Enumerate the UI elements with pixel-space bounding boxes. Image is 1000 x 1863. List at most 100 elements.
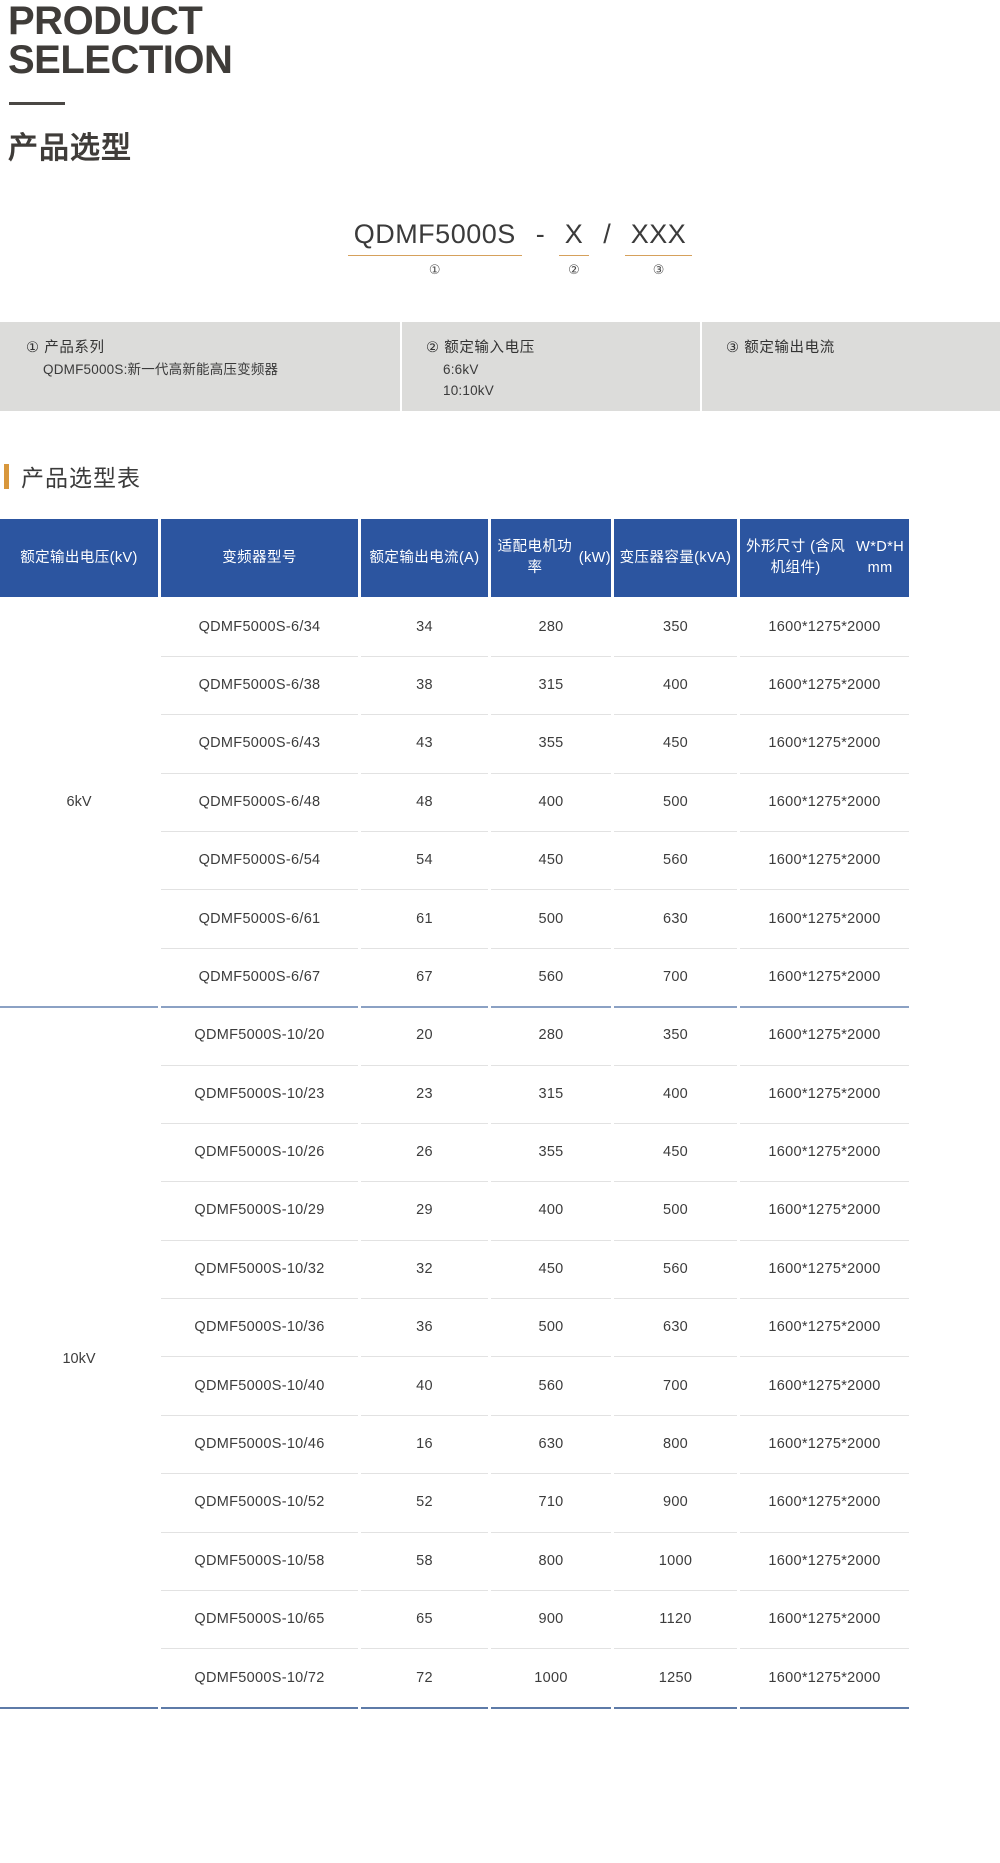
table-cell: QDMF5000S-10/46 — [161, 1414, 358, 1473]
table-cell: 1600*1275*2000 — [740, 714, 909, 772]
table-cell: 700 — [614, 947, 737, 1006]
table-cell: 400 — [614, 655, 737, 714]
legend-title-1: ① 产品系列 — [26, 340, 105, 357]
table-header-cell-0-line-1: (kV) — [109, 549, 138, 566]
legend-box-rated-output-current: ③ 额定输出电流 — [700, 322, 1000, 412]
table-cell: 52 — [361, 1473, 488, 1531]
table-cell: QDMF5000S-10/52 — [161, 1473, 358, 1531]
table-cell-voltage-spacer — [0, 1123, 158, 1181]
legend-title-2: ② 额定输入电压 — [426, 340, 535, 357]
table-cell: QDMF5000S-10/26 — [161, 1122, 358, 1181]
table-cell: 1600*1275*2000 — [740, 947, 909, 1006]
page-header: PRODUCT SELECTION 产品选型 — [0, 0, 1000, 167]
table-cell: 1250 — [614, 1648, 737, 1706]
table-cell: 350 — [662, 1027, 689, 1044]
divider-segment — [361, 1006, 488, 1009]
model-code-text-2: X — [558, 219, 590, 257]
table-cell: QDMF5000S-10/72 — [161, 1648, 358, 1706]
divider-segment — [614, 1706, 737, 1709]
table-cell: 280 — [538, 618, 564, 635]
table-cell: QDMF5000S-6/54 — [161, 830, 358, 889]
table-cell: 700 — [614, 1356, 737, 1414]
table-cell: 500 — [491, 889, 611, 947]
table-header-cell-3-line-0: 适配电机功率 — [497, 539, 573, 577]
table-cell: 1600*1275*2000 — [740, 772, 909, 831]
table-cell-voltage-spacer — [0, 831, 158, 889]
page-title-english-line2: SELECTION — [8, 38, 233, 83]
table-cell: 500 — [614, 1181, 737, 1239]
table-cell: QDMF5000S-10/32 — [161, 1239, 358, 1298]
table-cell: 29 — [361, 1181, 488, 1239]
section-heading-text: 产品选型表 — [21, 465, 141, 492]
table-cell-voltage-spacer — [0, 889, 158, 947]
table-cell: QDMF5000S-10/20 — [194, 1027, 325, 1044]
table-cell: 26 — [361, 1122, 488, 1181]
model-code-separator-dash: - — [535, 219, 545, 250]
table-cell: 400 — [614, 1064, 737, 1123]
table-cell: 38 — [361, 655, 488, 714]
table-cell: 400 — [491, 772, 611, 831]
model-code-segment-3: XXX ③ — [624, 219, 693, 278]
table-cell: 34 — [416, 618, 433, 635]
table-cell: QDMF5000S-10/40 — [161, 1356, 358, 1414]
table-cell: 72 — [361, 1648, 488, 1706]
table-cell: 16 — [361, 1414, 488, 1473]
table-row: QDMF5000S-6/54 54 450 560 1600*1275*2000 — [0, 830, 1000, 889]
table-cell: 1600*1275*2000 — [740, 1181, 909, 1239]
table-cell: 1600*1275*2000 — [740, 1298, 909, 1356]
section-heading-selection-table: 产品选型表 — [0, 459, 1000, 493]
table-cell: 710 — [491, 1473, 611, 1531]
section-accent-bar — [4, 463, 9, 489]
table-cell: 400 — [491, 1181, 611, 1239]
legend-line-2-1: 6:6kV — [443, 362, 479, 378]
divider-segment — [0, 1006, 158, 1009]
table-cell: 36 — [361, 1298, 488, 1356]
table-cell: 1600*1275*2000 — [740, 1473, 909, 1531]
table-cell: 1600*1275*2000 — [740, 1531, 909, 1590]
table-cell-voltage-spacer — [0, 1006, 158, 1064]
legend-box-rated-input-voltage: ② 额定输入电压 6:6kV 10:10kV — [400, 322, 700, 412]
model-code-segment-1: QDMF5000S ① — [347, 219, 522, 276]
divider-segment — [161, 1006, 358, 1009]
divider-segment — [614, 1006, 737, 1009]
legend-title-3: ③ 额定输出电流 — [726, 340, 835, 357]
table-cell: 1600*1275*2000 — [740, 1064, 909, 1123]
table-header-cell-5: 外形尺寸 (含风机组件) W*D*H mm — [740, 519, 909, 598]
table-row: QDMF5000S-6/43 43 355 450 1600*1275*2000 — [0, 714, 1000, 772]
table-cell: 32 — [361, 1239, 488, 1298]
table-row: QDMF5000S-6/34 34 280 350 1600*1275*2000 — [0, 597, 1000, 655]
table-header-cell-2: 额定输出电流 (A) — [361, 519, 488, 598]
table-header-cell-3: 适配电机功率 (kW) — [491, 519, 611, 598]
table-cell: 500 — [491, 1298, 611, 1356]
table-header-cell-1: 变频器型号 — [161, 519, 358, 598]
table-cell: QDMF5000S-6/38 — [161, 655, 358, 714]
table-cell: 1600*1275*2000 — [768, 1027, 881, 1044]
table-header-cell-0: 额定输出电压 (kV) — [0, 519, 158, 598]
table-cell: 67 — [361, 947, 488, 1006]
divider-segment — [491, 1006, 611, 1009]
legend-line-2-2: 10:10kV — [443, 383, 494, 399]
table-cell-voltage-spacer — [0, 1356, 158, 1414]
table-header-cell-3-line-1: (kW) — [578, 549, 611, 566]
table-cell: 20 — [416, 1027, 433, 1044]
table-cell: 800 — [491, 1531, 611, 1590]
table-cell-voltage-spacer — [0, 1065, 158, 1123]
divider-segment — [0, 1706, 158, 1709]
model-code-marker-2: ② — [568, 262, 580, 278]
table-cell: QDMF5000S-6/61 — [161, 889, 358, 947]
table-cell: 1600*1275*2000 — [740, 830, 909, 889]
table-header-cell-5-line-0: 外形尺寸 (含风机组件) — [746, 539, 846, 577]
table-bottom-border — [0, 1706, 1000, 1709]
table-cell: 1600*1275*2000 — [740, 1590, 909, 1648]
table-cell: 560 — [491, 1356, 611, 1414]
table-row: QDMF5000S-6/61 61 500 630 1600*1275*2000 — [0, 889, 1000, 947]
table-cell: 450 — [614, 1122, 737, 1181]
table-cell-voltage-spacer — [0, 656, 158, 714]
table-cell: 54 — [361, 830, 488, 889]
model-code-separator-slash: / — [603, 219, 611, 250]
model-code-marker-3: ③ — [652, 262, 665, 278]
table-cell-voltage-spacer — [0, 948, 158, 1006]
page-title-english-line1: PRODUCT — [8, 0, 203, 43]
table-cell-voltage-spacer — [0, 1590, 158, 1648]
table-cell: 630 — [491, 1414, 611, 1473]
